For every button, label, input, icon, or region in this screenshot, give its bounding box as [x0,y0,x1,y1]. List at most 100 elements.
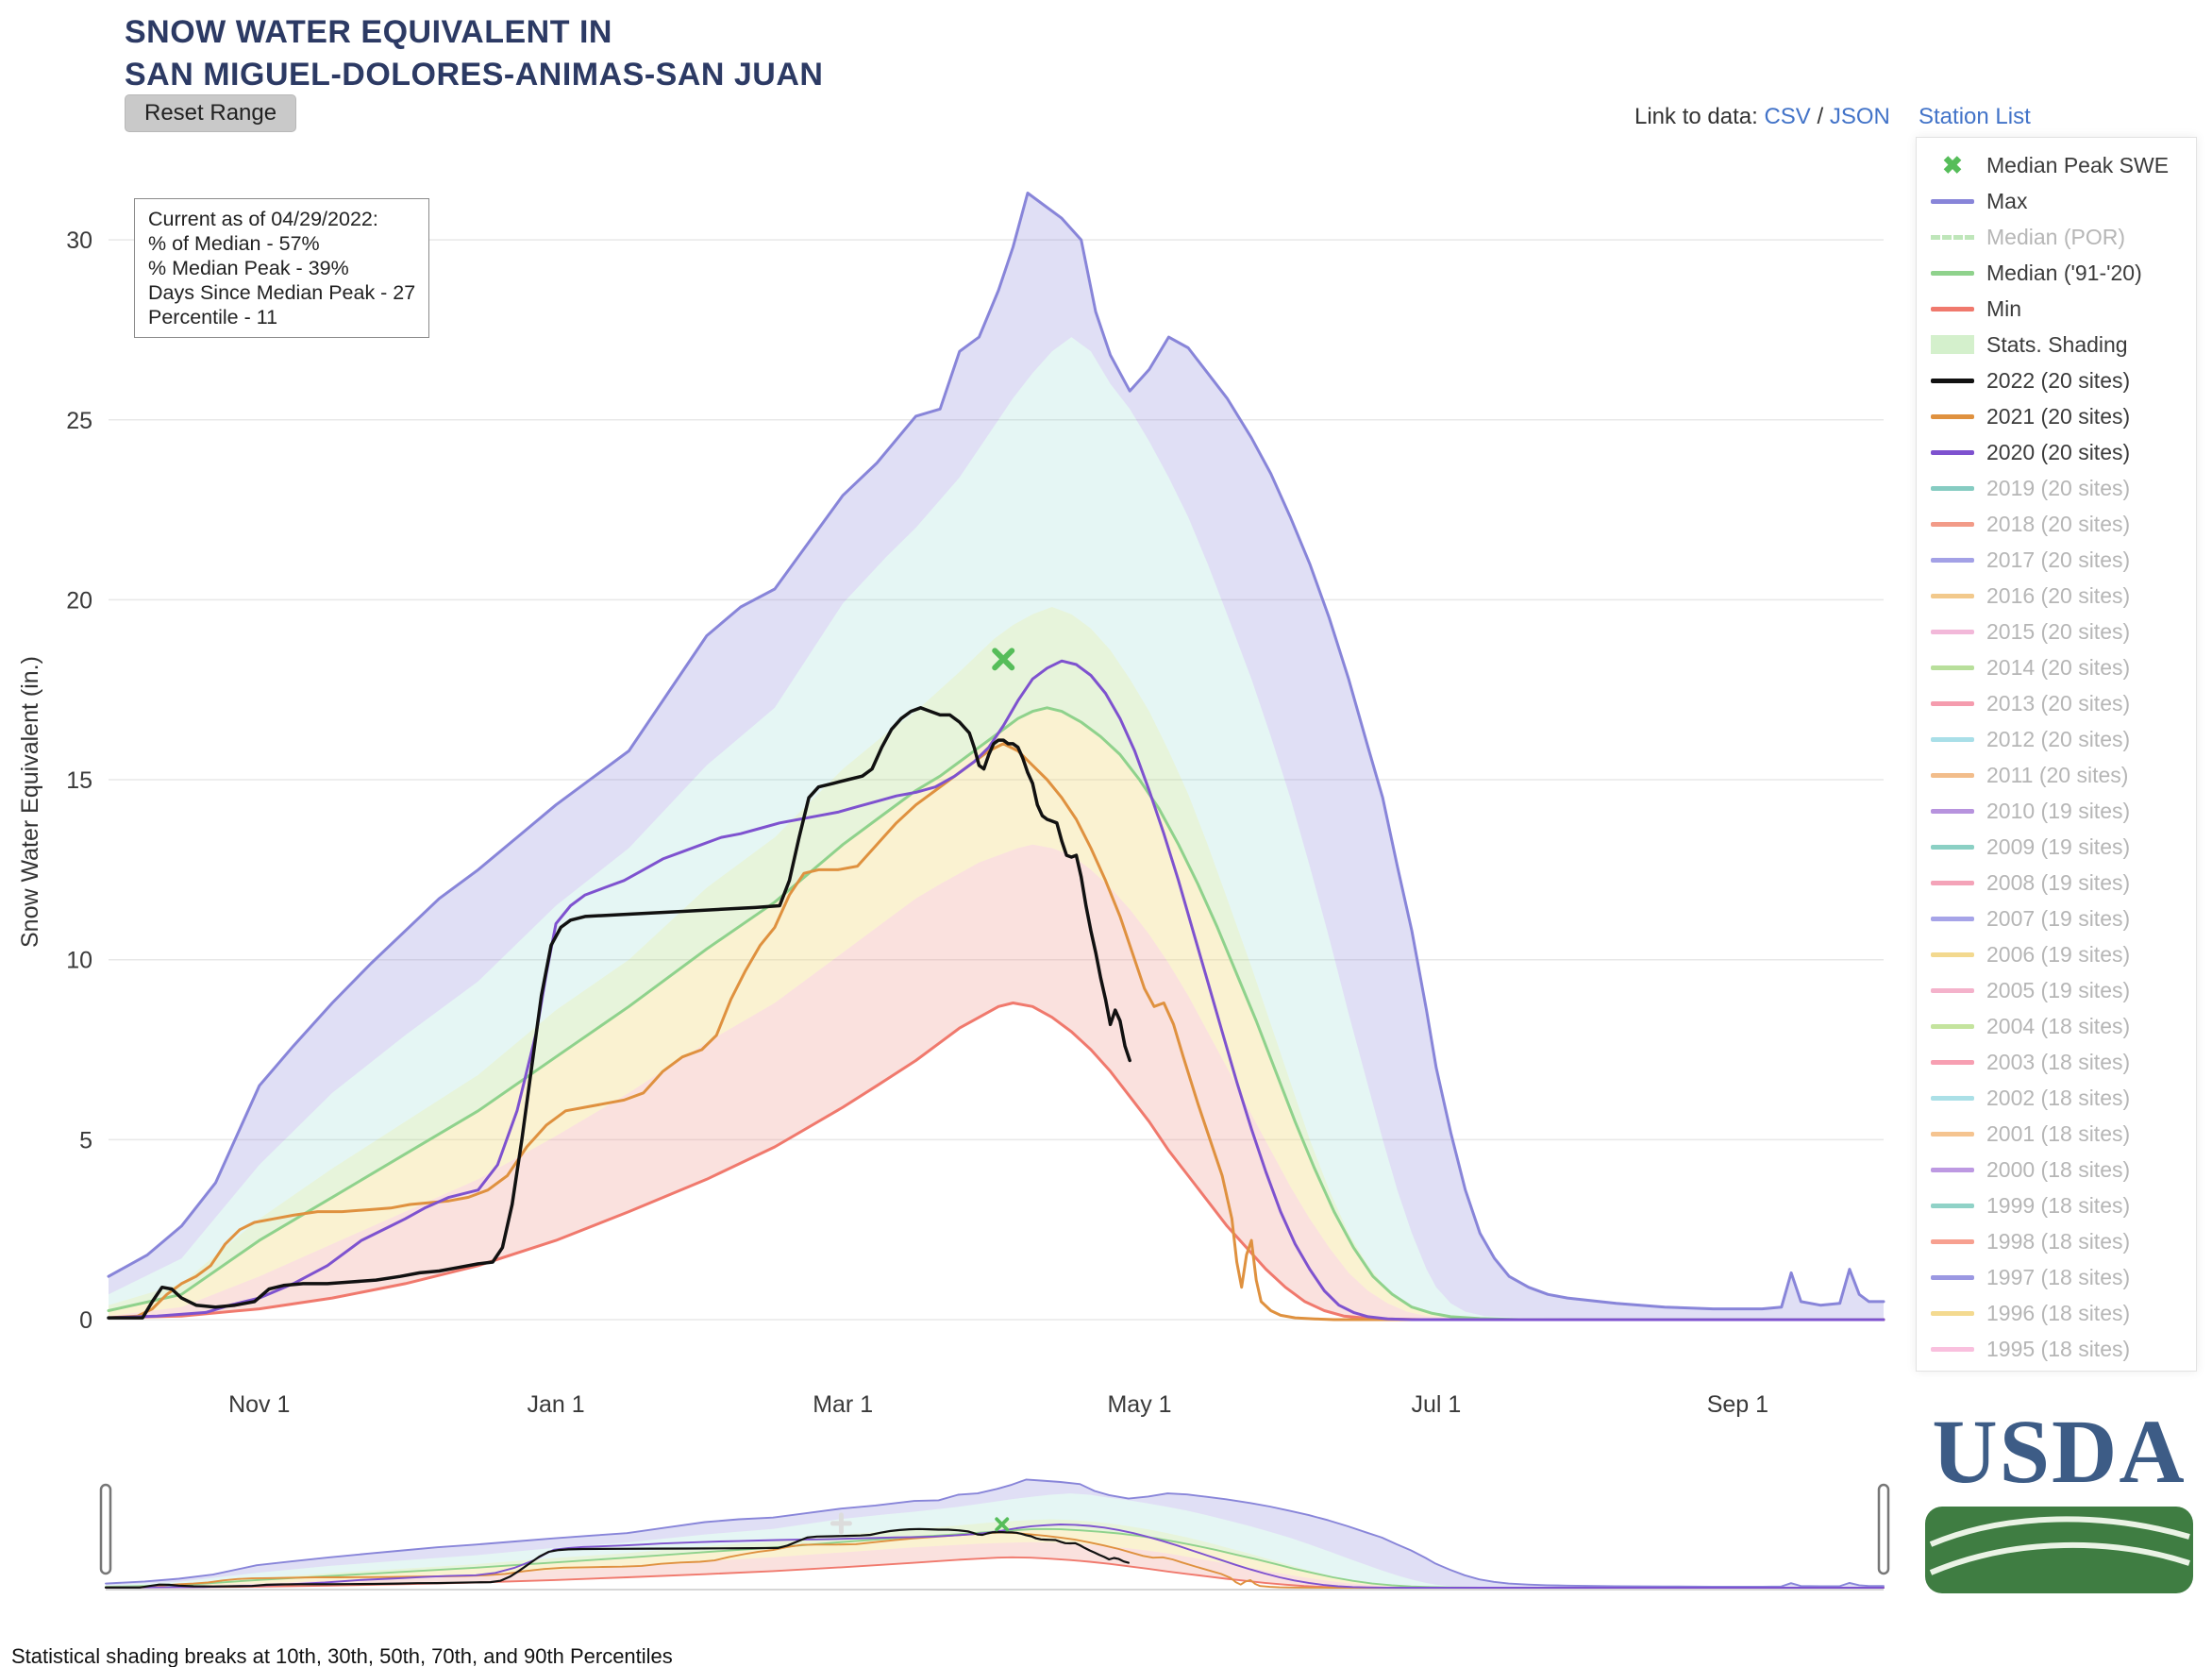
legend-swatch [1930,1238,1975,1244]
legend-item-2006-19-sites[interactable]: 2006 (19 sites) [1930,936,2196,972]
legend-swatch [1930,736,1975,742]
reset-range-button[interactable]: Reset Range [125,94,297,132]
legend-color-swatch [1931,593,1974,598]
legend-item-2009-19-sites[interactable]: 2009 (19 sites) [1930,829,2196,865]
legend-swatch [1930,1274,1975,1280]
legend-color-swatch [1931,1203,1974,1208]
legend-swatch [1930,1203,1975,1208]
legend-item-label: 2010 (19 sites) [1986,798,2131,823]
csv-link[interactable]: CSV [1764,104,1811,129]
series-line-max [107,192,1885,1311]
legend-item-2022-20-sites[interactable]: 2022 (20 sites) [1930,362,2196,398]
median-peak-x-icon: ✖ [1942,151,1963,179]
annotation-pct-median: % of Median - 57% [148,232,320,255]
legend-item-label: 1996 (18 sites) [1986,1300,2131,1325]
legend-item-label: 2013 (20 sites) [1986,690,2131,716]
legend-item-label: Min [1986,295,2022,321]
legend-item-2005-19-sites[interactable]: 2005 (19 sites) [1930,972,2196,1008]
legend-color-swatch [1931,335,1974,354]
legend-item-label: 1997 (18 sites) [1986,1264,2131,1289]
legend-swatch [1930,485,1975,491]
legend-item-label: 1999 (18 sites) [1986,1192,2131,1218]
legend-item-1998-18-sites[interactable]: 1998 (18 sites) [1930,1223,2196,1259]
legend-item-2018-20-sites[interactable]: 2018 (20 sites) [1930,506,2196,542]
legend-item-label: 2018 (20 sites) [1986,511,2131,536]
percentile-band [109,707,1884,1320]
series-line-median-91-20 [107,706,1885,1322]
range-handle-right[interactable] [1877,1483,1890,1575]
series-line-2020-20-sites [107,659,1885,1322]
legend-item-2001-18-sites[interactable]: 2001 (18 sites) [1930,1116,2196,1152]
legend-item-label: 2001 (18 sites) [1986,1120,2131,1146]
legend-item-2011-20-sites[interactable]: 2011 (20 sites) [1930,757,2196,793]
legend-color-swatch [1931,1059,1974,1065]
legend-item-2016-20-sites[interactable]: 2016 (20 sites) [1930,578,2196,614]
legend-color-swatch [1931,987,1974,993]
legend-item-2014-20-sites[interactable]: 2014 (20 sites) [1930,649,2196,685]
range-selector-mini-chart[interactable] [99,1478,1890,1591]
legend-item-2000-18-sites[interactable]: 2000 (18 sites) [1930,1152,2196,1187]
legend-item-2010-19-sites[interactable]: 2010 (19 sites) [1930,793,2196,829]
y-tick-label: 10 [66,948,92,974]
legend-item-stats-shading[interactable]: Stats. Shading [1930,327,2196,362]
percentile-band [106,1541,1884,1588]
page-title: SNOW WATER EQUIVALENT IN SAN MIGUEL-DOLO… [125,11,823,96]
legend-item-2015-20-sites[interactable]: 2015 (20 sites) [1930,614,2196,649]
legend-item-median-por[interactable]: Median (POR) [1930,219,2196,255]
legend-item-min[interactable]: Min [1930,291,2196,327]
current-status-annotation: Current as of 04/29/2022: % of Median - … [134,198,430,338]
legend-item-2007-19-sites[interactable]: 2007 (19 sites) [1930,901,2196,936]
legend-color-swatch [1931,880,1974,885]
legend-item-2021-20-sites[interactable]: 2021 (20 sites) [1930,398,2196,434]
legend-item-label: 2011 (20 sites) [1986,762,2129,787]
series-line-min [107,1002,1885,1322]
legend-swatch [1930,665,1975,670]
legend-item-label: Max [1986,188,2028,213]
legend-item-label: 1995 (18 sites) [1986,1336,2131,1361]
legend-item-2003-18-sites[interactable]: 2003 (18 sites) [1930,1044,2196,1080]
legend-item-2013-20-sites[interactable]: 2013 (20 sites) [1930,685,2196,721]
x-tick-label: Jan 1 [528,1391,585,1418]
main-plot-area[interactable] [107,192,1885,1322]
legend-item-label: Median (POR) [1986,224,2125,249]
legend-swatch [1930,306,1975,312]
legend-item-1999-18-sites[interactable]: 1999 (18 sites) [1930,1187,2196,1223]
x-tick-label: May 1 [1107,1391,1171,1418]
legend-panel: ✖ Median Peak SWE Max Median (POR) Median ('… [1916,137,2197,1372]
legend-item-2019-20-sites[interactable]: 2019 (20 sites) [1930,470,2196,506]
annotation-percentile: Percentile - 11 [148,306,278,328]
legend-item-2017-20-sites[interactable]: 2017 (20 sites) [1930,542,2196,578]
legend-color-swatch [1931,1274,1974,1280]
legend-item-2020-20-sites[interactable]: 2020 (20 sites) [1930,434,2196,470]
legend-item-label: 2017 (20 sites) [1986,547,2131,572]
legend-color-swatch [1931,736,1974,742]
median-peak-swe-marker [995,1517,1010,1532]
legend-item-2012-20-sites[interactable]: 2012 (20 sites) [1930,721,2196,757]
legend-swatch: ✖ [1930,153,1975,177]
legend-item-label: 1998 (18 sites) [1986,1228,2131,1254]
legend-item-label: 2015 (20 sites) [1986,618,2131,644]
legend-item-max[interactable]: Max [1930,183,2196,219]
legend-item-2008-19-sites[interactable]: 2008 (19 sites) [1930,865,2196,901]
legend-item-2004-18-sites[interactable]: 2004 (18 sites) [1930,1008,2196,1044]
station-list-link[interactable]: Station List [1919,104,2031,129]
y-tick-label: 5 [79,1127,92,1153]
legend-color-swatch [1931,700,1974,706]
legend-item-1997-18-sites[interactable]: 1997 (18 sites) [1930,1259,2196,1295]
json-link[interactable]: JSON [1829,104,1890,129]
legend-item-1995-18-sites[interactable]: 1995 (18 sites) [1930,1331,2196,1367]
legend-item-1996-18-sites[interactable]: 1996 (18 sites) [1930,1295,2196,1331]
legend-item-median-peak-swe[interactable]: ✖ Median Peak SWE [1930,147,2196,183]
legend-item-label: 2006 (19 sites) [1986,941,2131,967]
legend-color-swatch [1931,1095,1974,1101]
legend-color-swatch [1931,665,1974,670]
legend-item-2002-18-sites[interactable]: 2002 (18 sites) [1930,1080,2196,1116]
legend-swatch [1930,1346,1975,1352]
legend-item-label: 2019 (20 sites) [1986,475,2131,500]
usda-logo-text: USDA [1932,1401,2186,1502]
legend-item-label: 2016 (20 sites) [1986,582,2131,608]
y-tick-label: 25 [66,408,92,434]
legend-item-median-91-20[interactable]: Median ('91-'20) [1930,255,2196,291]
range-handle-left[interactable] [99,1483,112,1575]
